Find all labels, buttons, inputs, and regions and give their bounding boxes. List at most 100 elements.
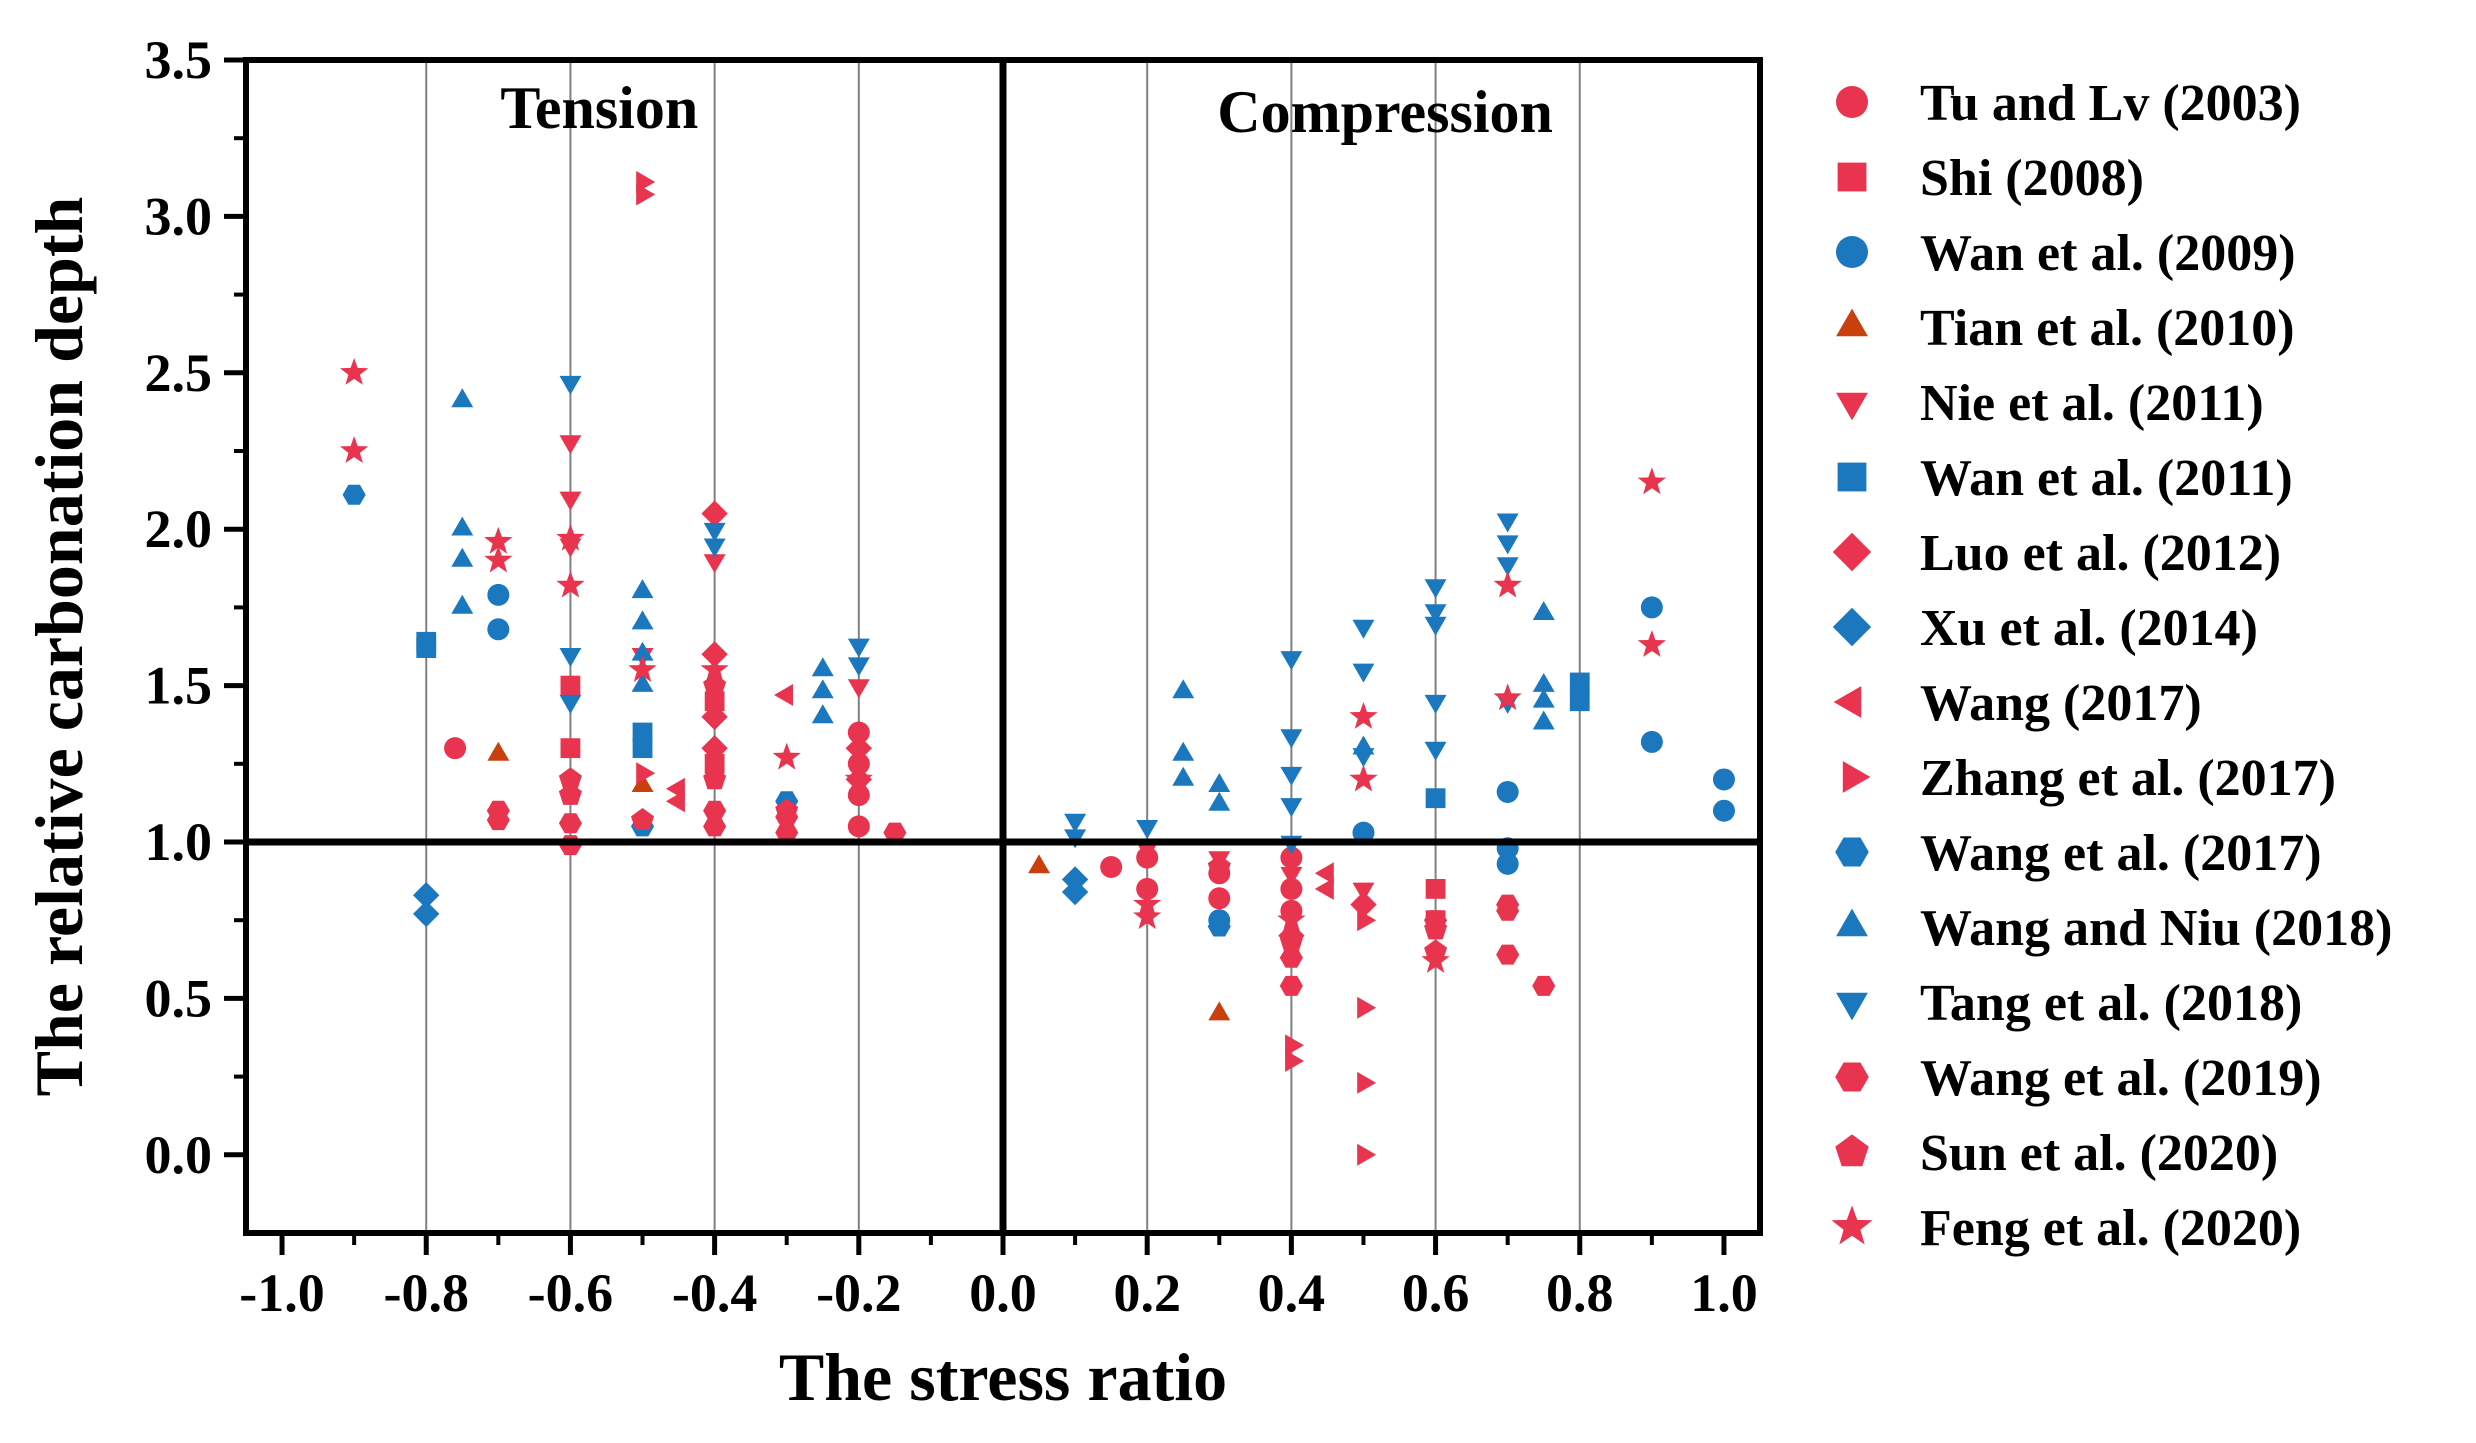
data-point: [701, 641, 728, 668]
x-tick-label: -1.0: [239, 1263, 324, 1323]
data-point: [416, 638, 437, 658]
legend-marker-icon: [1836, 908, 1868, 937]
data-point: [636, 762, 656, 785]
data-point: [1496, 852, 1519, 875]
data-point: [701, 500, 728, 527]
data-point: [631, 579, 654, 599]
data-point: [1207, 916, 1231, 937]
data-point: [1532, 710, 1555, 730]
y-tick-label: 2.5: [145, 343, 213, 403]
data-point: [413, 900, 440, 928]
data-point: [1569, 672, 1590, 693]
data-point: [1172, 679, 1195, 699]
data-point: [560, 675, 581, 696]
y-tick-label: 2.0: [145, 499, 213, 559]
data-point: [1496, 557, 1519, 577]
data-point: [1496, 513, 1519, 533]
data-point: [559, 648, 582, 667]
data-point: [559, 694, 582, 714]
data-point: [847, 679, 870, 699]
data-point: [774, 684, 793, 706]
legend-marker-icon: [1832, 607, 1872, 647]
data-point: [1352, 821, 1375, 844]
data-point: [1280, 651, 1303, 671]
legend-marker-icon: [1836, 308, 1868, 337]
data-point: [1207, 854, 1231, 877]
data-point: [413, 882, 440, 909]
data-point: [1349, 764, 1378, 792]
legend-marker-icon: [1837, 462, 1867, 492]
data-point: [1280, 867, 1303, 886]
axes: [224, 57, 1763, 1255]
data-point: [632, 722, 653, 743]
compression-label: Compression: [1217, 79, 1553, 145]
data-point: [775, 798, 799, 821]
data-point: [1352, 619, 1375, 639]
data-point: [1493, 683, 1522, 711]
data-point: [1208, 791, 1231, 811]
data-point: [703, 522, 726, 542]
data-point: [1496, 535, 1519, 555]
data-point: [1028, 854, 1050, 874]
legend-marker-icon: [1836, 86, 1868, 118]
data-point: [1350, 891, 1377, 918]
data-point: [487, 618, 510, 641]
data-point: [847, 657, 870, 677]
legend-label: Luo et al. (2012): [1920, 525, 2281, 582]
legend-marker-icon: [1836, 992, 1868, 1021]
data-point: [847, 784, 870, 807]
data-point: [845, 735, 872, 762]
data-point: [1496, 900, 1520, 921]
y-tick-label: 3.5: [145, 30, 213, 90]
data-point: [1357, 1071, 1377, 1094]
legend-label: Wang (2017): [1920, 675, 2202, 732]
data-point: [1280, 766, 1303, 786]
data-point: [444, 737, 467, 760]
data-point: [704, 753, 725, 774]
y-tick-label: 0.5: [145, 968, 213, 1028]
data-point: [1172, 741, 1195, 761]
data-point: [1061, 878, 1089, 906]
legend-marker-icon: [1836, 392, 1868, 421]
data-point: [451, 388, 474, 408]
data-point: [486, 810, 510, 831]
data-point: [1637, 630, 1666, 657]
data-point: [340, 436, 369, 463]
data-point: [772, 742, 801, 770]
data-point: [665, 790, 685, 813]
x-tick-label: 1.0: [1690, 1263, 1758, 1323]
data-point: [703, 673, 727, 696]
data-point: [1280, 798, 1303, 818]
data-point: [703, 800, 727, 821]
data-point: [451, 547, 474, 567]
data-point: [631, 641, 654, 661]
legend-label: Tang et al. (2018): [1920, 975, 2302, 1032]
data-point: [560, 738, 581, 759]
legend-label: Tian et al. (2010): [1920, 300, 2295, 357]
legend-label: Wan et al. (2009): [1920, 225, 2296, 282]
data-point: [628, 655, 657, 682]
legend-label: Xu et al. (2014): [1920, 600, 2258, 657]
data-point: [1280, 877, 1303, 900]
data-point: [1640, 730, 1663, 753]
y-tick-label: 1.5: [145, 656, 213, 716]
data-point: [847, 638, 870, 658]
legend-label: Feng et al. (2020): [1920, 1200, 2301, 1257]
data-point: [631, 610, 654, 630]
x-tick-label: 0.6: [1402, 1263, 1470, 1323]
data-point: [636, 183, 656, 206]
data-point: [1314, 878, 1334, 900]
y-axis-title: The relative carbonation depth: [21, 197, 97, 1097]
data-point: [1532, 601, 1555, 620]
labels: -1.0 -0.8 -0.6 -0.4 -0.2 0.0 0.2 0.4 0.6 0.8 1.0 0.…: [21, 30, 1758, 1415]
data-point: [556, 523, 585, 551]
data-point: [1277, 905, 1306, 933]
data-point: [487, 741, 510, 761]
data-point: [1637, 467, 1666, 495]
data-point: [883, 822, 907, 843]
data-point: [844, 764, 873, 792]
data-point: [451, 516, 474, 536]
data-point: [1424, 579, 1447, 599]
data-point: [1279, 975, 1303, 996]
legend-label: Wang et al. (2017): [1920, 825, 2322, 882]
